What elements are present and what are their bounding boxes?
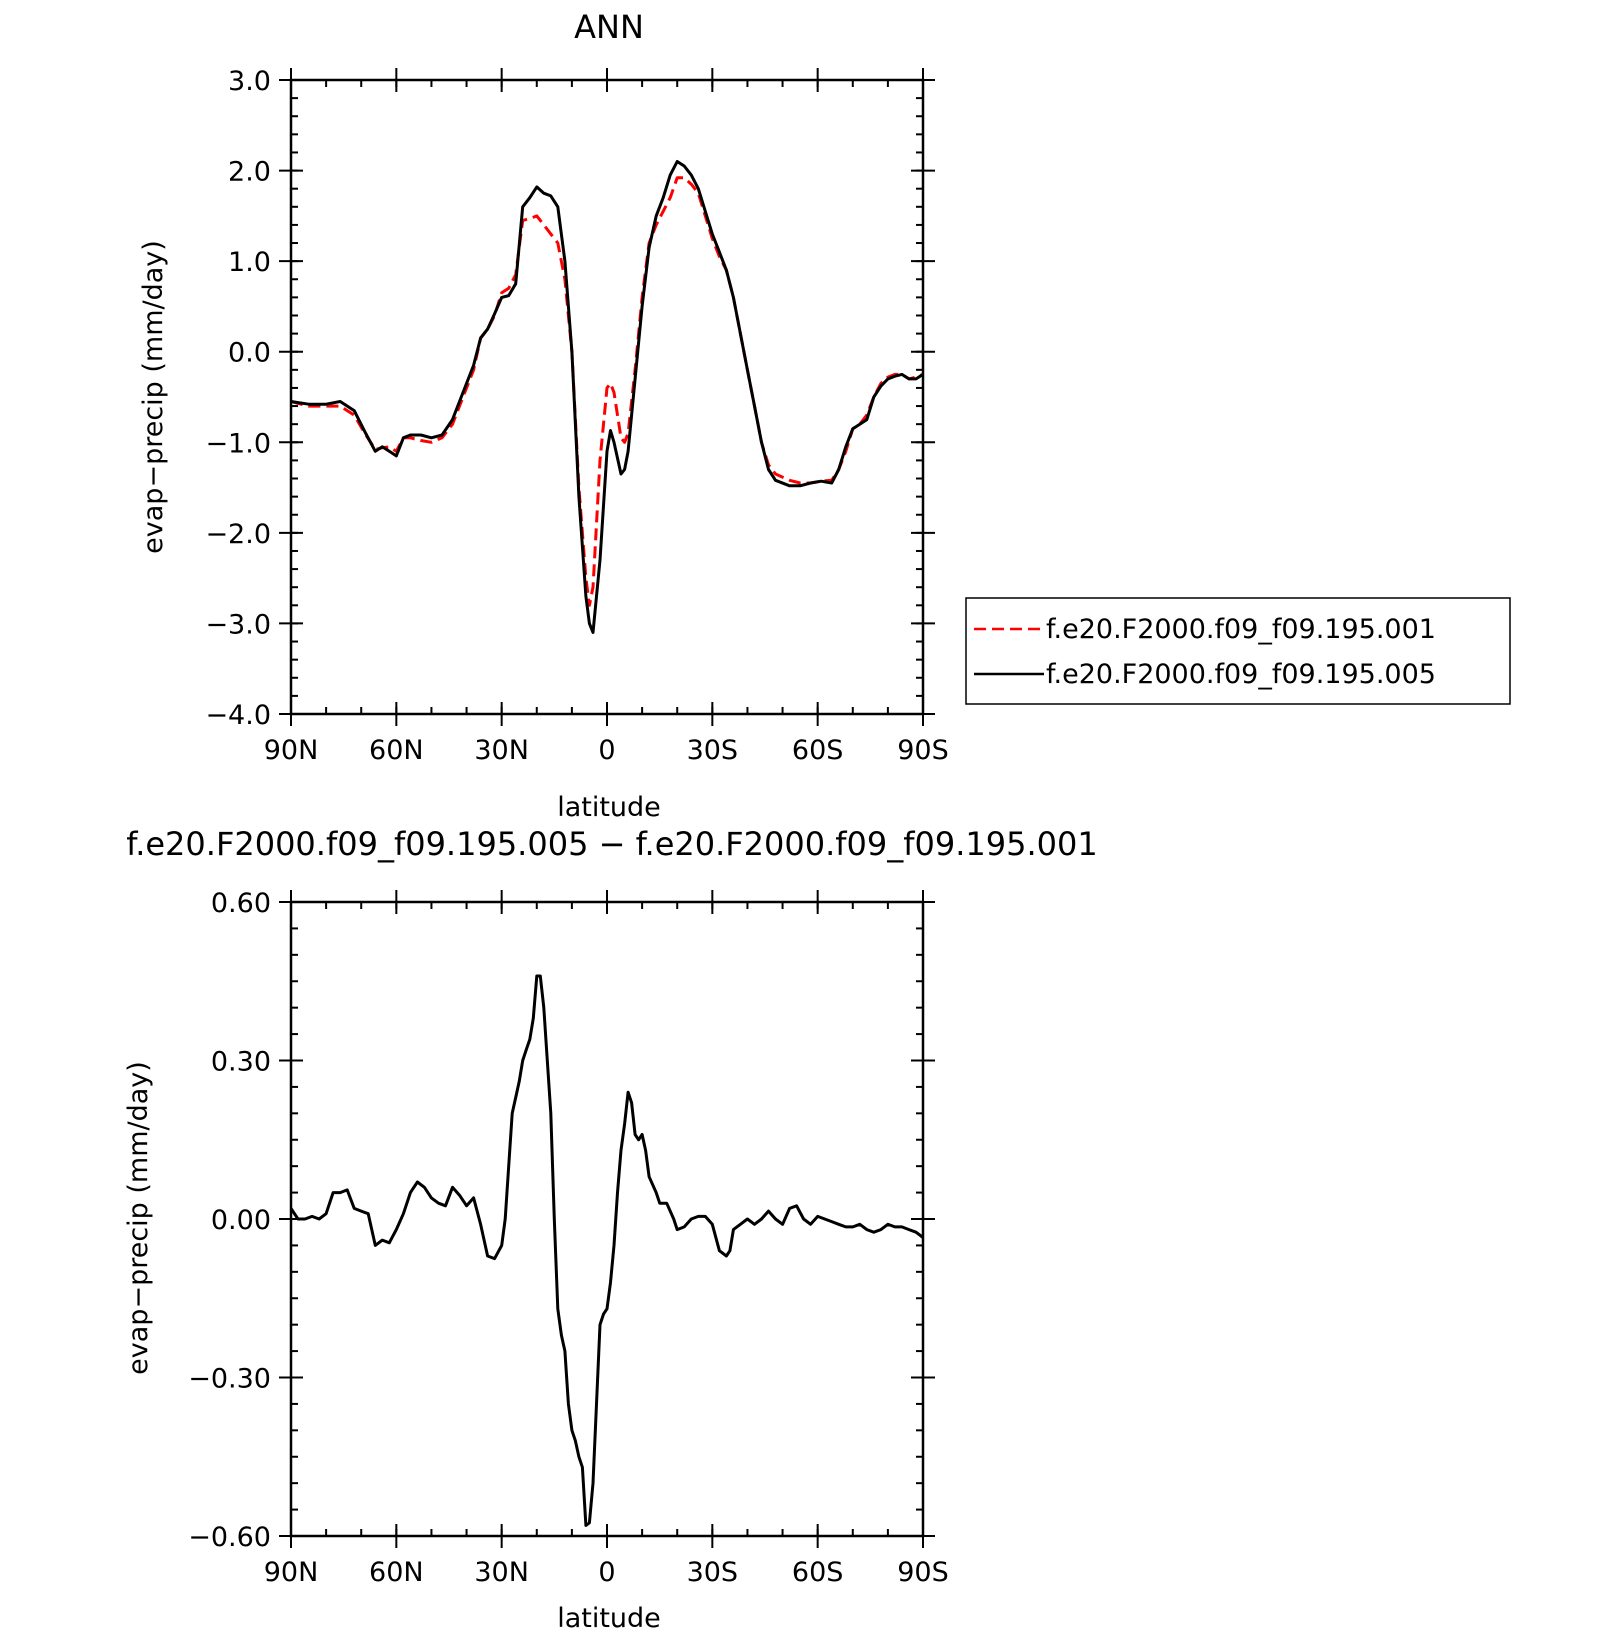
x-axis-label: latitude bbox=[557, 792, 661, 823]
chart-panel-difference: f.e20.F2000.f09_f09.195.005 − f.e20.F200… bbox=[123, 825, 1098, 1634]
y-tick-label: 0.0 bbox=[228, 338, 271, 369]
chart-title: ANN bbox=[574, 8, 644, 46]
x-tick-label: 60S bbox=[792, 1557, 844, 1588]
x-tick-label: 90N bbox=[264, 1557, 319, 1588]
plot-frame bbox=[289, 78, 925, 716]
x-tick-labels: 90N 60N 30N 0 30S 60S 90S bbox=[264, 1557, 949, 1588]
difference-title: f.e20.F2000.f09_f09.195.005 − f.e20.F200… bbox=[126, 825, 1098, 863]
y-tick-label: 3.0 bbox=[228, 66, 271, 97]
plot-frame bbox=[289, 900, 925, 1538]
x-tick-label: 30N bbox=[474, 735, 529, 766]
y-tick-label: −1.0 bbox=[205, 428, 271, 459]
series-lines bbox=[290, 160, 924, 634]
y-tick-label: −0.60 bbox=[188, 1522, 271, 1553]
series-line-0 bbox=[289, 974, 924, 1527]
legend: f.e20.F2000.f09_f09.195.001 f.e20.F2000.… bbox=[965, 597, 1511, 705]
y-tick-label: −4.0 bbox=[205, 700, 271, 731]
y-tick-label: 2.0 bbox=[228, 157, 271, 188]
x-tick-label: 0 bbox=[598, 1557, 615, 1588]
y-tick-labels: 3.0 2.0 1.0 0.0 −1.0 −2.0 −3.0 −4.0 bbox=[205, 66, 271, 731]
y-tick-labels: 0.60 0.30 0.00 −0.30 −0.60 bbox=[188, 888, 271, 1553]
x-tick-label: 30N bbox=[474, 1557, 529, 1588]
x-tick-labels: 90N 60N 30N 0 30S 60S 90S bbox=[264, 735, 949, 766]
y-tick-label: −0.30 bbox=[188, 1364, 271, 1395]
x-tick-label: 60S bbox=[792, 735, 844, 766]
x-tick-label: 30S bbox=[687, 735, 739, 766]
y-axis-label: evap−precip (mm/day) bbox=[123, 1061, 154, 1375]
legend-entry-005: f.e20.F2000.f09_f09.195.005 bbox=[1046, 659, 1436, 690]
chart-panel-ann: ANN 3.0 2.0 1.0 0.0 −1.0 −2.0 −3.0 −4.0 90N 60N 3… bbox=[138, 8, 1511, 823]
y-tick-label: 0.00 bbox=[211, 1205, 271, 1236]
axis-ticks bbox=[279, 890, 935, 1548]
x-tick-label: 60N bbox=[369, 735, 424, 766]
x-tick-label: 90S bbox=[897, 1557, 949, 1588]
series-line-0 bbox=[290, 176, 924, 607]
y-tick-label: −3.0 bbox=[205, 609, 271, 640]
y-axis-label: evap−precip (mm/day) bbox=[138, 240, 169, 554]
series-lines bbox=[289, 974, 924, 1527]
x-tick-label: 90S bbox=[897, 735, 949, 766]
x-tick-label: 30S bbox=[687, 1557, 739, 1588]
y-tick-label: 0.30 bbox=[211, 1047, 271, 1078]
legend-entry-001: f.e20.F2000.f09_f09.195.001 bbox=[1046, 614, 1436, 645]
x-tick-label: 90N bbox=[264, 735, 319, 766]
x-tick-label: 0 bbox=[598, 735, 615, 766]
legend-box bbox=[965, 597, 1511, 705]
x-tick-label: 60N bbox=[369, 1557, 424, 1588]
axis-ticks bbox=[279, 68, 935, 726]
y-tick-label: 1.0 bbox=[228, 247, 271, 278]
series-line-1 bbox=[290, 160, 924, 634]
y-tick-label: −2.0 bbox=[205, 519, 271, 550]
x-axis-label: latitude bbox=[557, 1603, 661, 1634]
y-tick-label: 0.60 bbox=[211, 888, 271, 919]
